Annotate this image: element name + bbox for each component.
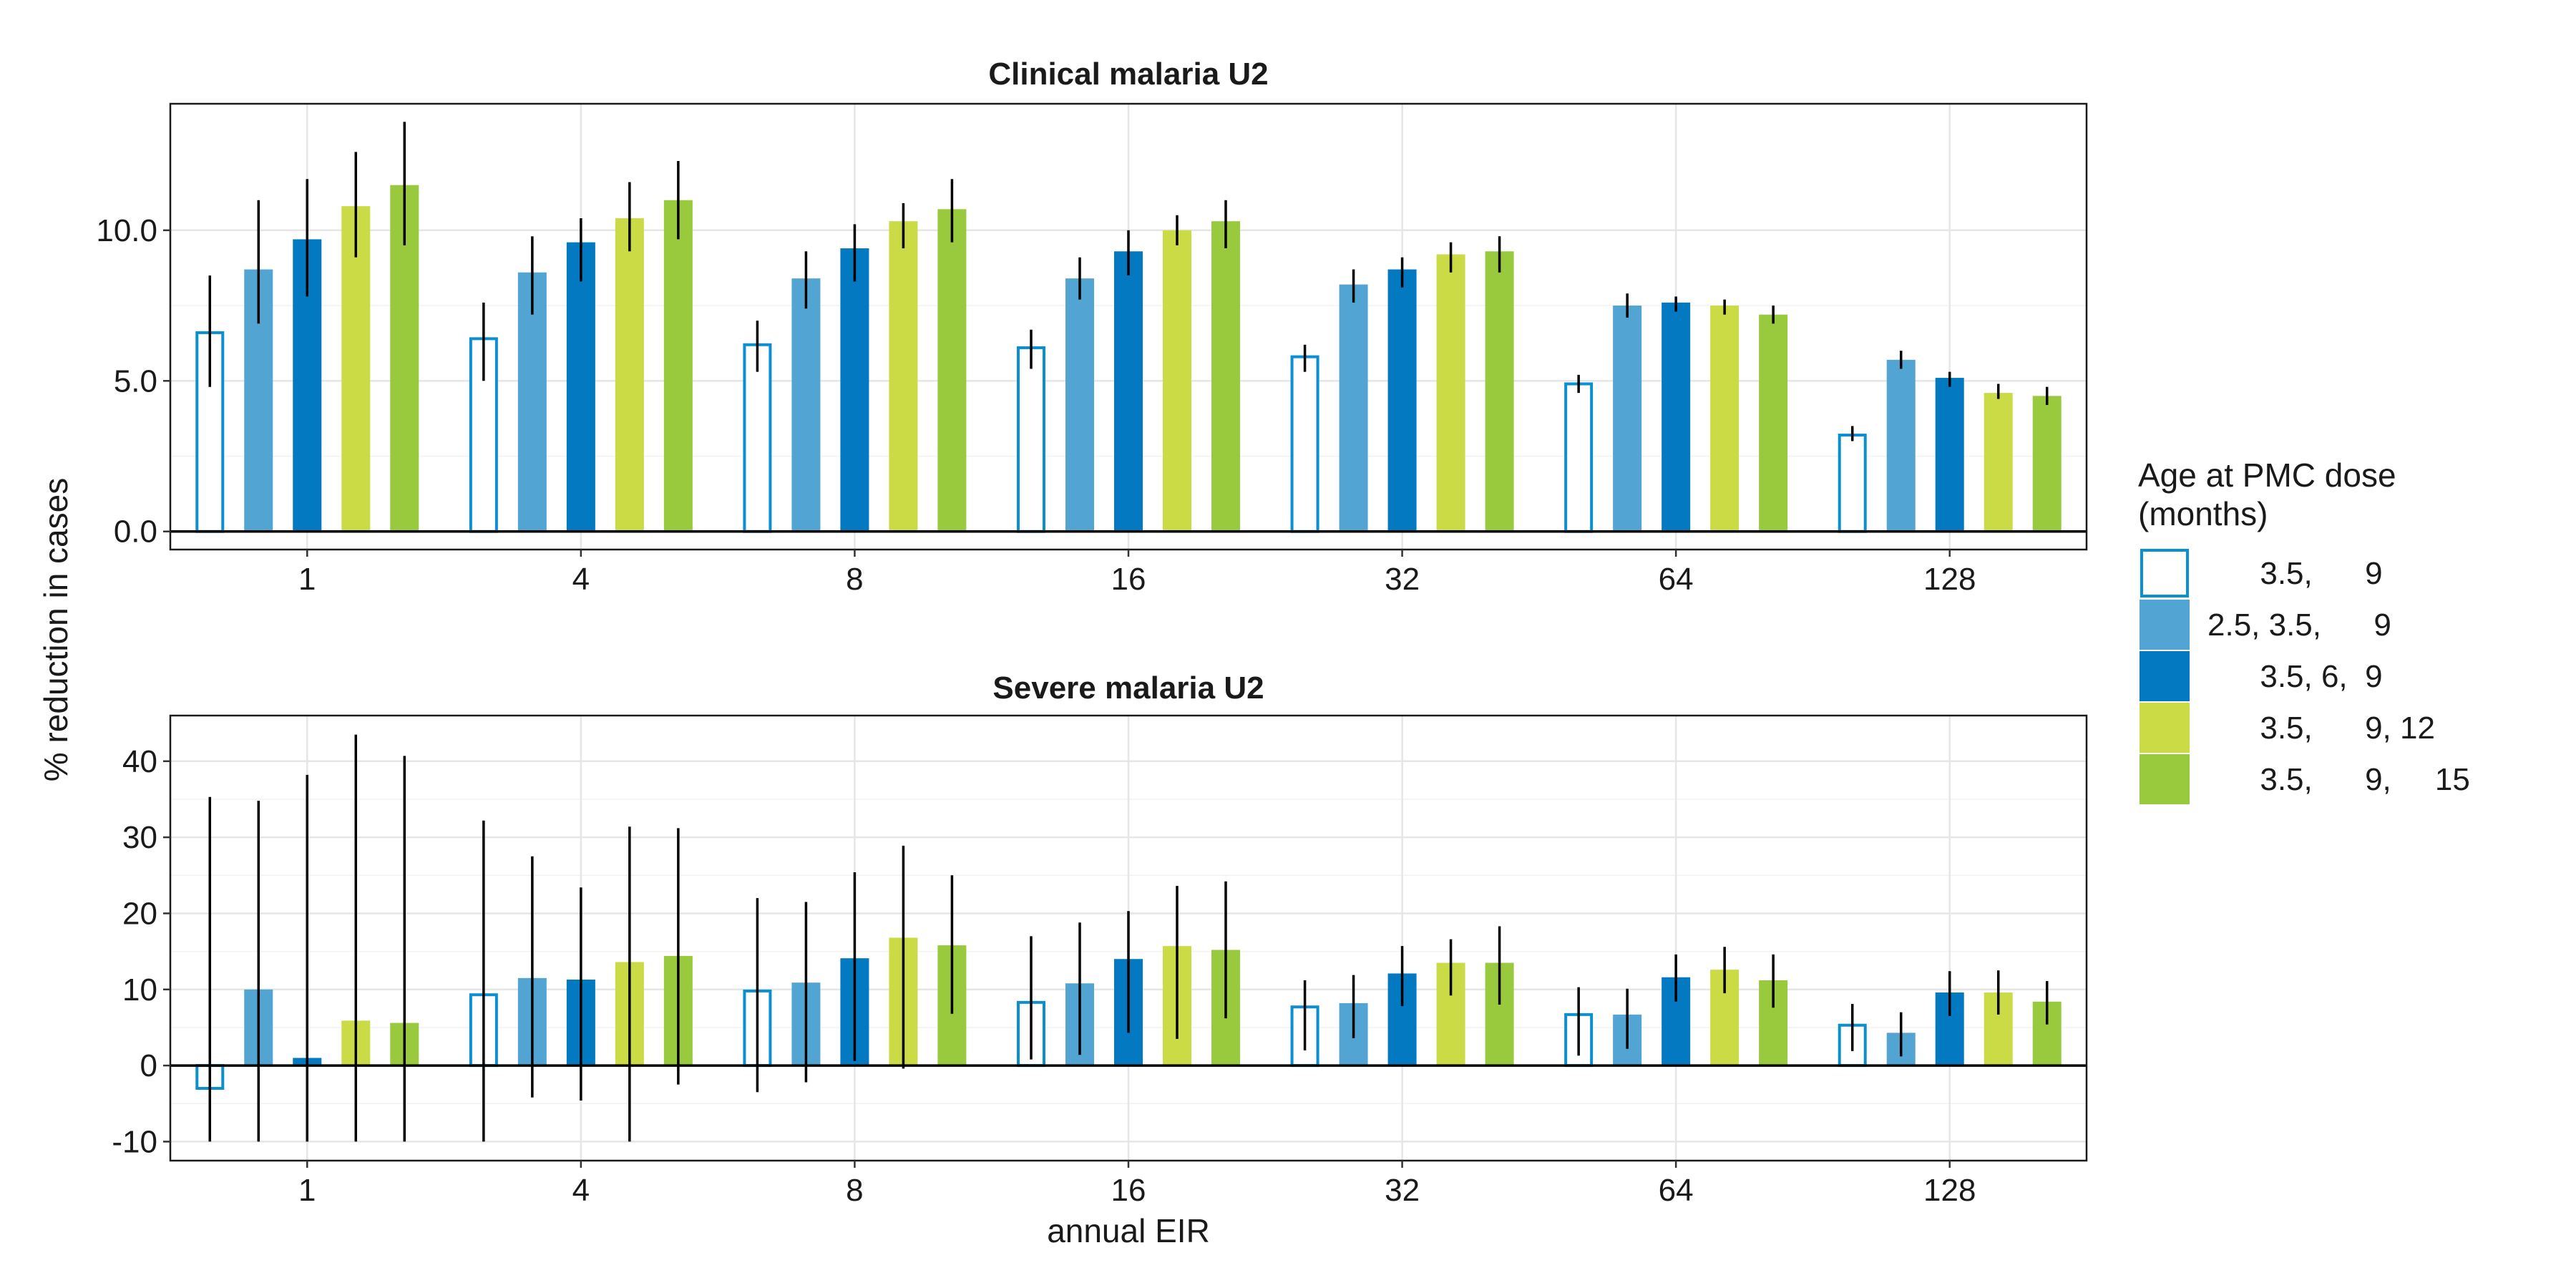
legend-title-line2: (months) (2138, 495, 2268, 532)
x-tick-label: 32 (1385, 1173, 1420, 1208)
y-tick-label: 10 (122, 972, 157, 1008)
bar (889, 221, 918, 532)
bar (1211, 221, 1240, 532)
bar (1339, 284, 1368, 532)
bar (1662, 302, 1691, 532)
bar (1886, 359, 1916, 532)
y-tick-label: 40 (122, 744, 157, 779)
bar (663, 200, 693, 532)
x-tick-label: 8 (846, 562, 863, 597)
legend-key (2140, 549, 2189, 597)
x-tick-label: 128 (1923, 562, 1976, 597)
bar (1935, 378, 1964, 532)
panel-clinical-malaria: Clinical malaria U2 0.0 5.0 10.0 1 4 8 16 32 64 1… (96, 57, 2088, 597)
bar (1387, 269, 1417, 532)
bar (1290, 355, 1319, 533)
bar (1485, 251, 1514, 532)
bar (937, 209, 967, 532)
bar (1613, 306, 1642, 532)
bar (341, 206, 371, 532)
y-tick-label: 30 (122, 820, 157, 855)
y-tick-label: 5.0 (114, 364, 157, 399)
legend-key (2140, 703, 2190, 753)
x-tick-label: 1 (298, 1173, 316, 1208)
bar (1984, 393, 2013, 532)
x-tick-label: 16 (1111, 1173, 1146, 1208)
legend-key (2140, 651, 2190, 701)
legend-label: 2.5, 3.5, 9 (2207, 608, 2391, 643)
y-tick-label: -10 (112, 1124, 157, 1159)
x-axis-label: annual EIR (1047, 1212, 1210, 1249)
legend-key (2140, 600, 2190, 650)
bar (1759, 314, 1788, 532)
legend-label: 3.5, 9, 15 (2207, 762, 2470, 797)
x-tick-label: 4 (572, 1173, 590, 1208)
legend-label: 3.5, 9 (2207, 556, 2383, 591)
bar (1114, 251, 1143, 532)
panel-title: Clinical malaria U2 (988, 57, 1268, 92)
bar (791, 278, 821, 532)
bar (615, 218, 644, 532)
bar (1838, 434, 1867, 533)
y-tick-label: 20 (122, 896, 157, 931)
bar (517, 272, 547, 532)
bar (840, 248, 869, 532)
bar (1564, 382, 1594, 533)
legend-label: 3.5, 9, 12 (2207, 711, 2435, 746)
panel-severe-malaria: Severe malaria U2 -10 0 10 20 30 40 1 4 8 16 32 64 1… (112, 670, 2088, 1208)
bar (1017, 346, 1045, 533)
x-tick-label: 64 (1659, 1173, 1694, 1208)
bar (743, 343, 772, 533)
x-tick-label: 128 (1923, 1173, 1976, 1208)
legend-title-line1: Age at PMC dose (2138, 457, 2396, 494)
x-tick-label: 1 (298, 562, 316, 597)
bar (1065, 278, 1094, 532)
legend-key (2140, 754, 2190, 804)
y-tick-label: 0 (140, 1048, 157, 1083)
x-tick-label: 32 (1385, 562, 1420, 597)
x-tick-label: 4 (572, 562, 590, 597)
bar (1163, 230, 1191, 532)
x-tick-label: 64 (1659, 562, 1694, 597)
panel-title: Severe malaria U2 (992, 670, 1264, 706)
bar (1710, 306, 1740, 532)
y-axis-label: % reduction in cases (37, 478, 74, 781)
legend: Age at PMC dose (months) 3.5, 9 2.5, 3.5,… (2138, 457, 2470, 804)
bar (2032, 396, 2062, 532)
x-tick-label: 16 (1111, 562, 1146, 597)
y-tick-label: 10.0 (96, 213, 157, 248)
y-tick-label: 0.0 (114, 514, 157, 550)
bar (1436, 254, 1465, 532)
bar (566, 242, 595, 532)
legend-label: 3.5, 6, 9 (2207, 659, 2383, 694)
x-tick-label: 8 (846, 1173, 863, 1208)
